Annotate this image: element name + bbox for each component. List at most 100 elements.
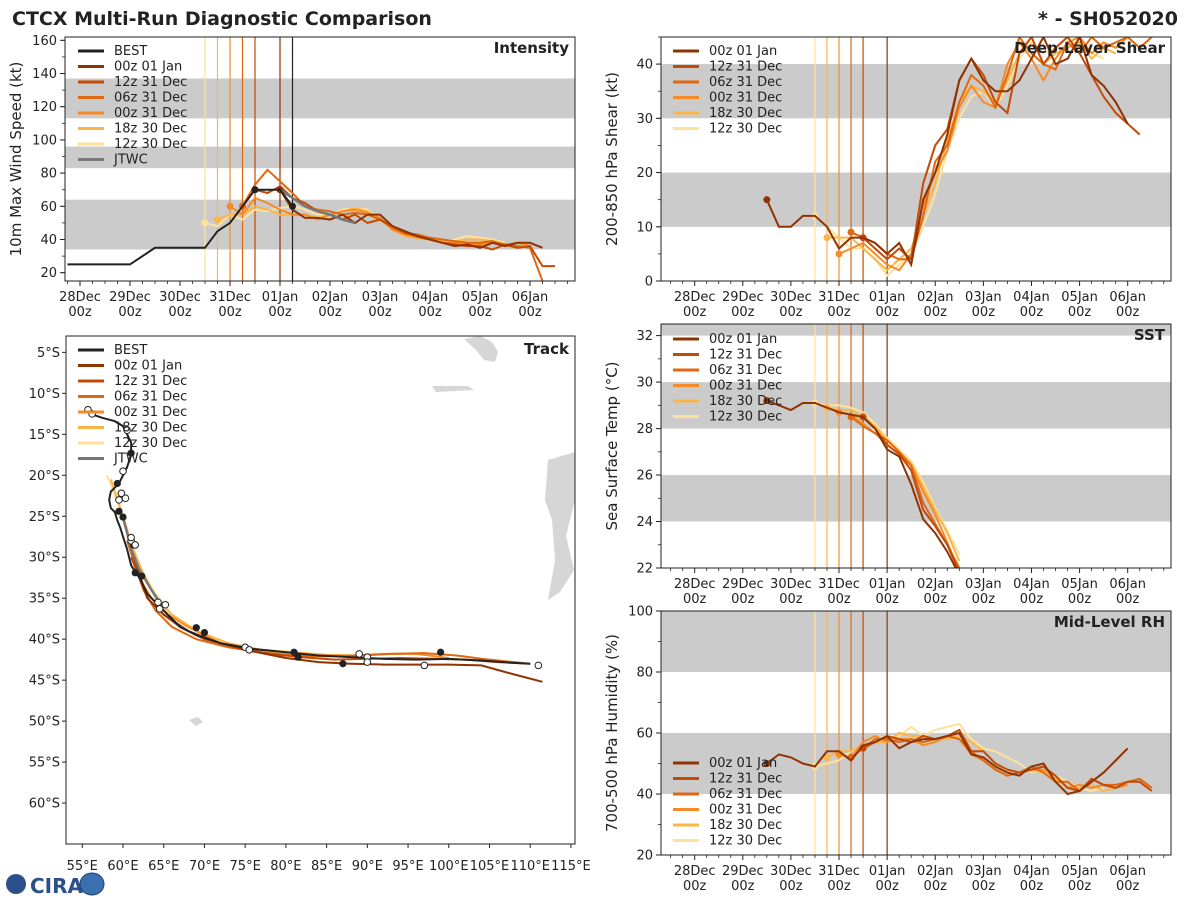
rh-frame bbox=[660, 610, 1172, 856]
track-lon-label: 75°E bbox=[230, 859, 261, 874]
legend-label-run-5: 12z 30 Dec bbox=[709, 410, 782, 425]
track-best-point-filled bbox=[138, 572, 146, 580]
sst-xtick-date: 28Dec bbox=[674, 577, 716, 592]
intensity-xtick-hour: 00z bbox=[68, 305, 92, 320]
shear-run-marker-0 bbox=[763, 196, 771, 204]
track-best-point-open bbox=[119, 467, 127, 475]
sst-xtick-hour: 00z bbox=[1020, 592, 1044, 607]
track-best-point-open bbox=[155, 605, 164, 613]
rh-xtick-hour: 00z bbox=[1020, 879, 1044, 894]
sst-ytick-label: 32 bbox=[636, 329, 653, 344]
track-lat-label: 35°S bbox=[29, 592, 60, 607]
rh-ytick-label: 60 bbox=[636, 727, 653, 742]
rh-xtick-date: 31Dec bbox=[818, 864, 860, 879]
track-best-point-filled bbox=[119, 513, 127, 521]
track-best-line bbox=[85, 409, 531, 665]
intensity-run-line-2 bbox=[241, 168, 544, 281]
legend-label-run-1: 12z 31 Dec bbox=[709, 60, 782, 75]
track-lat-label: 60°S bbox=[29, 797, 60, 812]
shear-ylabel: 200-850 hPa Shear (kt) bbox=[603, 72, 621, 246]
sst-xtick-date: 06Jan bbox=[1109, 577, 1146, 592]
sst-xtick-hour: 00z bbox=[924, 592, 948, 607]
rh-xtick-date: 02Jan bbox=[917, 864, 954, 879]
sst-run-line-1 bbox=[862, 416, 959, 568]
track-lat-label: 40°S bbox=[29, 633, 60, 648]
track-lon-label: 60°E bbox=[107, 859, 138, 874]
track-best-point-filled bbox=[437, 648, 445, 656]
legend-label-run-4: 18z 30 Dec bbox=[114, 122, 187, 137]
track-lon-label: 80°E bbox=[270, 859, 301, 874]
shear-xtick-hour: 00z bbox=[875, 305, 899, 320]
track-lon-label: 105°E bbox=[470, 859, 510, 874]
intensity-ytick-label: 120 bbox=[32, 100, 57, 115]
shear-xtick-date: 06Jan bbox=[1109, 290, 1146, 305]
sst-xtick-hour: 00z bbox=[683, 592, 707, 607]
track-panel: 5°S 10°S 15°S 20°S 25°S 30°S 35°S 40°S 45°S 50°S 5… bbox=[29, 335, 591, 874]
rh-xtick-hour: 00z bbox=[827, 879, 851, 894]
intensity-best-marker bbox=[289, 202, 296, 210]
rh-xtick-hour: 00z bbox=[731, 879, 755, 894]
track-best-point-open bbox=[115, 496, 123, 504]
shear-xtick-hour: 00z bbox=[827, 305, 851, 320]
shear-plot-area bbox=[661, 37, 1171, 281]
intensity-ytick-label: 160 bbox=[32, 34, 57, 49]
intensity-run-marker-3 bbox=[226, 202, 234, 210]
sst-xtick-date: 02Jan bbox=[917, 577, 954, 592]
rh-ytick-label: 40 bbox=[636, 788, 653, 803]
track-lat-label: 15°S bbox=[29, 428, 60, 443]
shear-run-marker-4 bbox=[823, 234, 831, 242]
track-lat-label: 10°S bbox=[29, 387, 60, 402]
shear-xtick-hour: 00z bbox=[972, 305, 996, 320]
sst-xtick-hour: 00z bbox=[731, 592, 755, 607]
intensity-band-2 bbox=[65, 78, 575, 119]
legend-label-run-3: 00z 31 Dec bbox=[114, 405, 187, 420]
legend-label-run-5: 12z 30 Dec bbox=[709, 122, 782, 137]
legend-label-run-4: 18z 30 Dec bbox=[709, 394, 782, 409]
intensity-xtick-hour: 00z bbox=[218, 305, 242, 320]
intensity-xtick-hour: 00z bbox=[418, 305, 442, 320]
sst-ytick-label: 28 bbox=[636, 422, 653, 437]
cira-globe-icon bbox=[6, 874, 26, 894]
intensity-run-marker-4 bbox=[214, 216, 221, 224]
shear-xtick-date: 05Jan bbox=[1061, 290, 1098, 305]
intensity-title: Intensity bbox=[494, 39, 570, 57]
intensity-xtick-hour: 00z bbox=[168, 305, 192, 320]
track-best-point-open bbox=[127, 533, 135, 542]
rh-xtick-hour: 00z bbox=[1068, 879, 1092, 894]
legend-label-run-2: 06z 31 Dec bbox=[709, 363, 782, 378]
rh-xtick-date: 05Jan bbox=[1061, 864, 1098, 879]
legend-label-run-0: 00z 01 Jan bbox=[709, 332, 777, 347]
sst-xtick-date: 04Jan bbox=[1013, 577, 1050, 592]
intensity-plot-area bbox=[65, 37, 575, 281]
shear-xtick-date: 31Dec bbox=[818, 290, 860, 305]
legend-label-jtwc: JTWC bbox=[113, 153, 148, 168]
track-best-point-filled bbox=[192, 624, 200, 632]
intensity-run-line-4 bbox=[217, 205, 518, 249]
rh-ytick-label: 20 bbox=[636, 849, 653, 864]
shear-run-marker-3 bbox=[835, 250, 843, 258]
land-island bbox=[189, 717, 203, 726]
track-best-point-open bbox=[154, 598, 162, 607]
rh-xtick-date: 01Jan bbox=[869, 864, 906, 879]
rh-xtick-hour: 00z bbox=[972, 879, 996, 894]
track-best-point-open bbox=[355, 650, 363, 658]
intensity-xtick-date: 03Jan bbox=[362, 290, 399, 305]
intensity-xtick-hour: 00z bbox=[318, 305, 342, 320]
cira-logo: CIRA bbox=[6, 872, 105, 898]
shear-xtick-date: 28Dec bbox=[674, 290, 716, 305]
track-lon-label: 65°E bbox=[148, 859, 179, 874]
intensity-run-marker-5 bbox=[201, 219, 209, 227]
track-best-point-open bbox=[534, 661, 543, 670]
shear-band-1 bbox=[661, 64, 1171, 119]
intensity-xtick-date: 28Dec bbox=[59, 290, 101, 305]
shear-xtick-date: 03Jan bbox=[965, 290, 1002, 305]
shear-panel: 01020304028Dec00z29Dec00z30Dec00z31Dec00… bbox=[603, 36, 1172, 320]
rh-run-line-0 bbox=[766, 731, 1129, 796]
track-lat-label: 45°S bbox=[29, 674, 60, 689]
legend-label-run-5: 12z 30 Dec bbox=[114, 436, 187, 451]
rh-run-marker-4 bbox=[823, 753, 831, 761]
track-best-point-filled bbox=[290, 648, 298, 656]
